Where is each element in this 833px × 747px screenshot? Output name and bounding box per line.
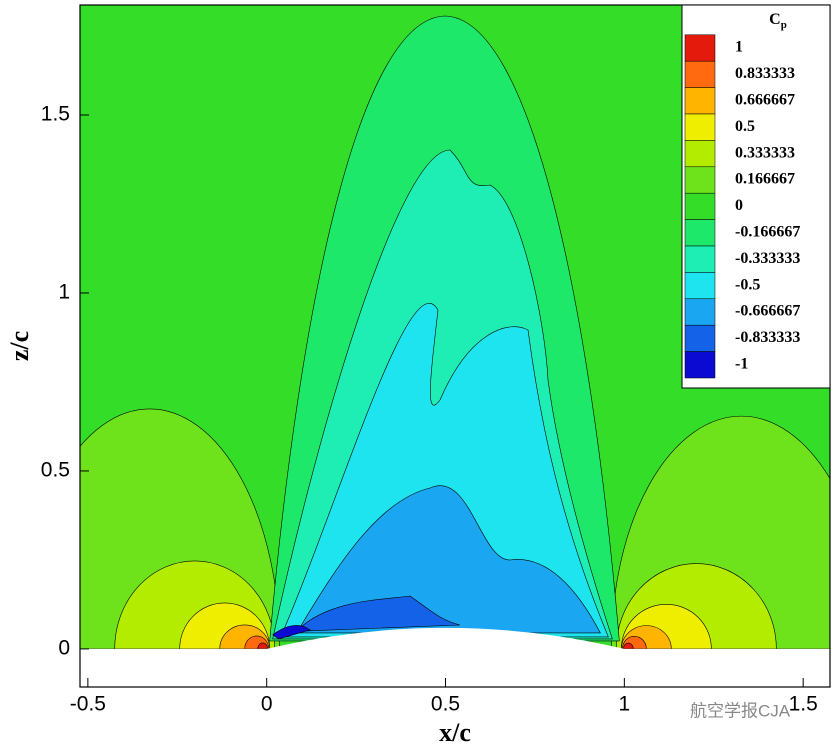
legend-title: Cp [769,11,787,31]
legend-swatch [684,324,716,352]
legend-swatch [684,140,716,168]
legend-swatch [684,351,716,379]
contour-band [296,485,601,634]
x-tick-label: 0 [261,693,273,716]
x-tick-label: -0.5 [70,693,106,716]
y-axis-label: z/c [5,331,34,361]
contour-band [257,642,268,650]
legend-swatch [684,87,716,115]
legend-label: 0.166667 [735,171,795,188]
legend-swatch [684,272,716,300]
watermark: 航空学报CJA [690,701,791,720]
contour-band [272,625,311,640]
legend-label: -0.5 [735,276,760,293]
y-tick-label: 1.5 [41,103,70,126]
x-tick-label: 1.5 [789,693,818,716]
legend-swatch [684,60,716,88]
legend-title-main: C [769,11,781,28]
legend-label: 0 [735,197,743,214]
legend-swatch [684,113,716,141]
legend-label: 0.833333 [735,65,795,82]
contour-band [623,642,634,650]
contour-band [298,595,461,632]
legend-label: -0.833333 [735,329,800,346]
x-axis-label: x/c [439,718,471,747]
legend-swatch [684,192,716,220]
legend-title-sub: p [781,19,787,31]
legend-label: 0.666667 [735,91,795,108]
legend-label: 1 [735,39,743,56]
legend-label: 0.5 [735,118,755,135]
legend-swatch [684,245,716,273]
x-tick-label: 0.5 [431,693,460,716]
legend-label: -0.666667 [735,303,800,320]
legend-swatch [684,219,716,247]
legend-label: -0.333333 [735,250,800,267]
x-tick-label: 1 [619,693,631,716]
y-tick-label: 0.5 [41,458,70,481]
legend-label: -0.166667 [735,223,800,240]
y-tick-label: 0 [58,636,70,659]
legend-swatch [684,166,716,194]
legend-label: -1 [735,355,748,372]
airfoil [80,627,830,687]
legend-swatch [684,34,716,62]
legend-swatch [684,298,716,326]
legend-label: 0.333333 [735,144,795,161]
y-tick-label: 1 [58,281,70,304]
